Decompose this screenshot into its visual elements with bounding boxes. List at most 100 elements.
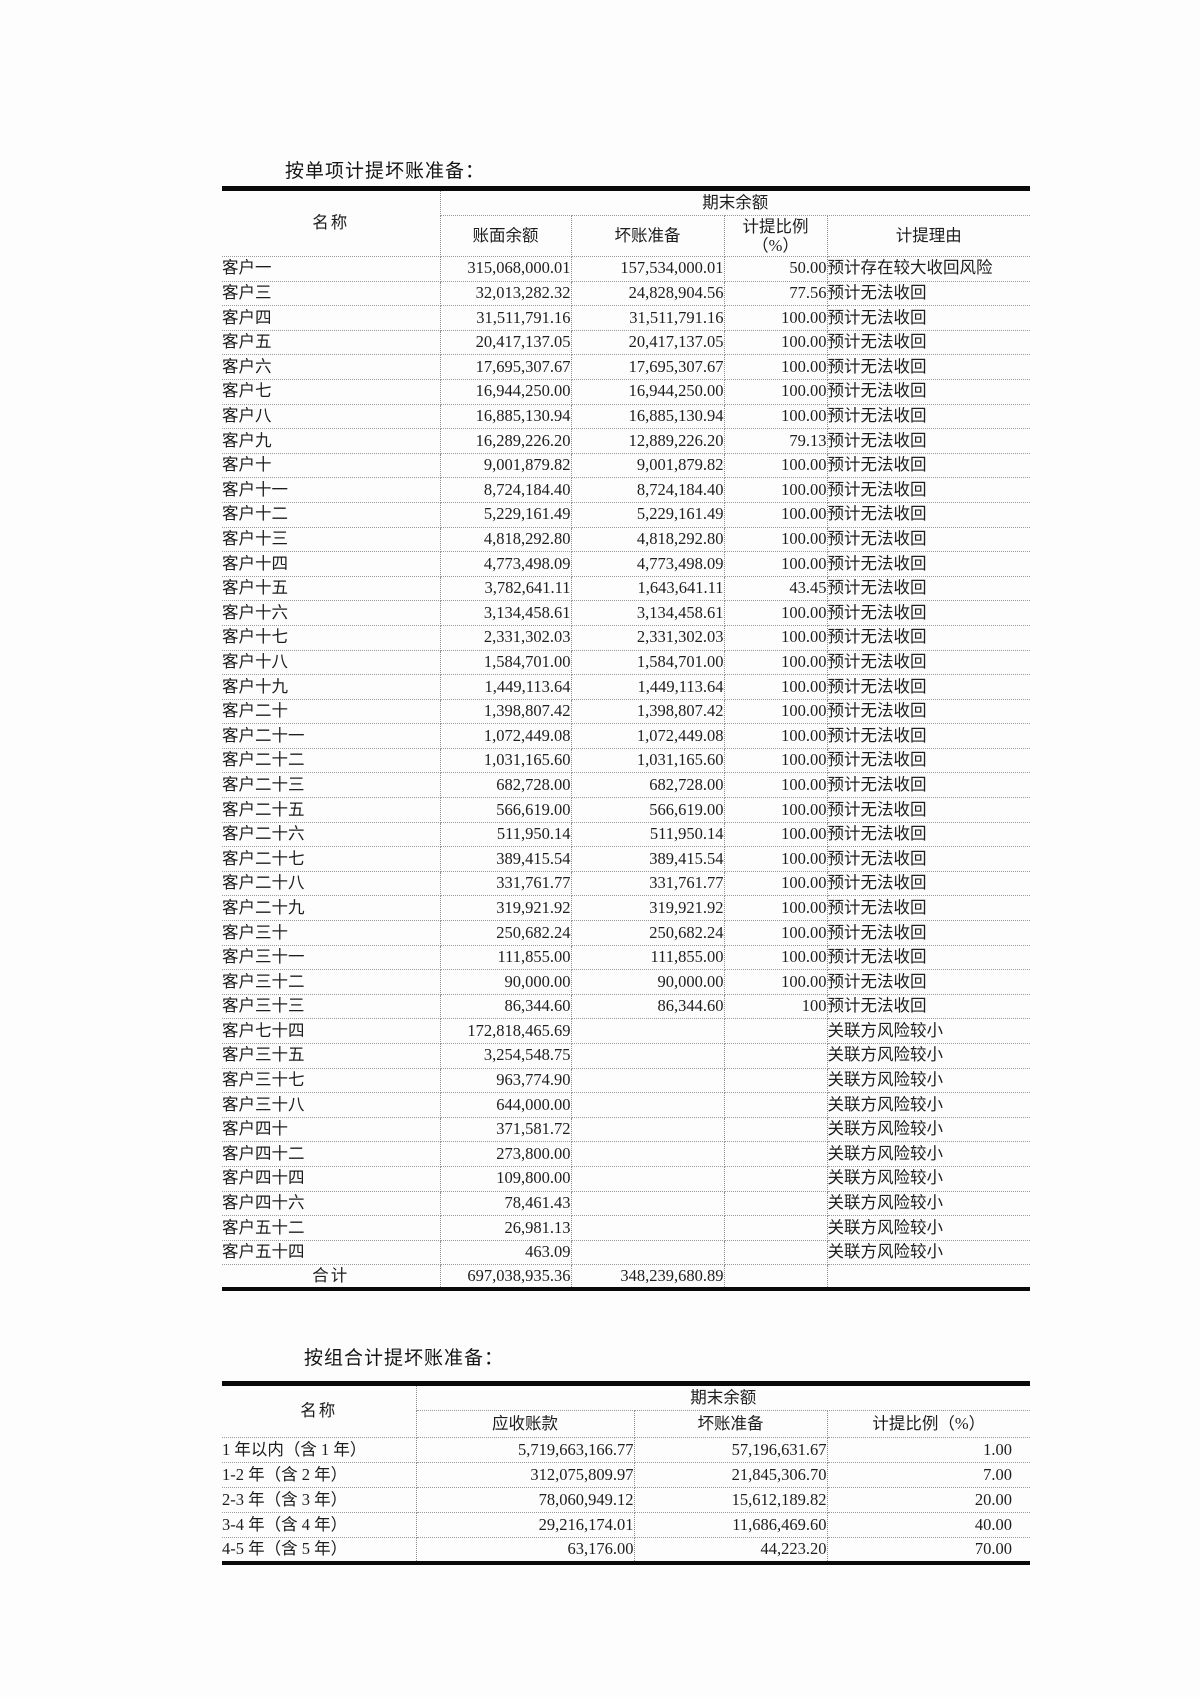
total-bad-debt-cell: 348,239,680.89	[571, 1264, 725, 1290]
table-row: 客户二十 1,398,807.42 1,398,807.42 100.00 预计无法收回	[222, 699, 1030, 725]
customer-name-cell: 客户十三	[222, 527, 441, 553]
customer-name-cell: 客户二十九	[222, 895, 441, 922]
reason-cell: 预计存在较大收回风险	[827, 256, 1030, 282]
ratio-cell: 1.00	[827, 1437, 1031, 1463]
table-row: 客户三十三 86,344.60 86,344.60 100 预计无法收回	[222, 994, 1030, 1020]
bad-debt-cell: 11,686,469.60	[634, 1512, 828, 1538]
bad-debt-cell: 1,031,165.60	[571, 748, 725, 774]
table-row: 客户十二 5,229,161.49 5,229,161.49 100.00 预计无法收回	[222, 502, 1030, 528]
table-row: 1-2 年（含 2 年） 312,075,809.97 21,845,306.70 7…	[222, 1462, 1031, 1488]
reason-cell: 预计无法收回	[827, 674, 1030, 700]
book-balance-cell: 1,449,113.64	[440, 674, 572, 700]
book-balance-cell: 9,001,879.82	[440, 453, 572, 479]
bad-debt-cell: 389,415.54	[571, 846, 725, 872]
ratio-cell: 100.00	[724, 846, 828, 872]
reason-cell: 预计无法收回	[827, 945, 1030, 971]
reason-cell: 预计无法收回	[827, 650, 1030, 676]
ratio-cell: 100.00	[724, 354, 828, 380]
bad-debt-cell: 86,344.60	[571, 994, 725, 1020]
ratio-cell: 50.00	[724, 256, 828, 282]
table-row: 3-4 年（含 4 年） 29,216,174.01 11,686,469.60 40…	[222, 1512, 1031, 1538]
ratio-cell: 100.00	[724, 379, 828, 405]
customer-name-cell: 客户三十三	[222, 994, 441, 1020]
ratio-cell: 100.00	[724, 600, 828, 626]
customer-name-cell: 客户四十四	[222, 1166, 441, 1192]
column-header-bad-debt: 坏账准备	[634, 1410, 828, 1438]
customer-name-cell: 客户十	[222, 453, 441, 479]
table-row: 客户四 31,511,791.16 31,511,791.16 100.00 预计无法收…	[222, 305, 1030, 331]
book-balance-cell: 109,800.00	[440, 1166, 572, 1192]
reason-cell: 预计无法收回	[827, 551, 1030, 577]
ratio-cell: 100.00	[724, 723, 828, 749]
table-row: 客户十四 4,773,498.09 4,773,498.09 100.00 预计无法收回	[222, 551, 1030, 577]
ratio-cell	[724, 1092, 828, 1118]
customer-name-cell: 客户二十三	[222, 772, 441, 799]
table-row: 客户二十三 682,728.00 682,728.00 100.00 预计无法收回	[222, 772, 1030, 799]
aging-bucket-cell: 1 年以内（含 1 年）	[222, 1437, 417, 1463]
total-reason-cell	[827, 1265, 1030, 1290]
reason-cell: 预计无法收回	[827, 969, 1030, 995]
ratio-cell: 100.00	[724, 453, 828, 479]
ratio-cell	[724, 1240, 828, 1266]
reason-cell: 预计无法收回	[827, 502, 1030, 528]
book-balance-cell: 963,774.90	[440, 1068, 572, 1094]
total-label-cell: 合计	[222, 1264, 441, 1290]
receivable-cell: 29,216,174.01	[416, 1512, 635, 1538]
ratio-cell	[724, 1068, 828, 1094]
reason-cell: 预计无法收回	[827, 600, 1030, 626]
table-row: 客户十九 1,449,113.64 1,449,113.64 100.00 预计无法收回	[222, 674, 1030, 700]
reason-cell: 预计无法收回	[827, 625, 1030, 651]
customer-name-cell: 客户二十五	[222, 797, 441, 823]
customer-name-cell: 客户四十二	[222, 1141, 441, 1167]
book-balance-cell: 16,944,250.00	[440, 379, 572, 405]
table-row: 客户五十四 463.09 关联方风险较小	[222, 1240, 1030, 1266]
ratio-cell: 100.00	[724, 502, 828, 528]
reason-cell: 关联方风险较小	[827, 1117, 1030, 1143]
bad-debt-cell	[571, 1092, 725, 1118]
book-balance-cell: 566,619.00	[440, 797, 572, 823]
ratio-cell: 100.00	[724, 674, 828, 700]
customer-name-cell: 客户十二	[222, 502, 441, 528]
ratio-cell: 7.00	[827, 1462, 1031, 1488]
customer-name-cell: 客户三十二	[222, 969, 441, 995]
bad-debt-cell: 44,223.20	[634, 1537, 828, 1563]
table-row: 客户二十六 511,950.14 511,950.14 100.00 预计无法收回	[222, 822, 1030, 848]
book-balance-cell: 3,254,548.75	[440, 1043, 572, 1069]
bad-debt-cell: 566,619.00	[571, 797, 725, 823]
ratio-cell: 100.00	[724, 330, 828, 356]
bad-debt-cell: 8,724,184.40	[571, 477, 725, 503]
reason-cell: 预计无法收回	[827, 699, 1030, 725]
bad-debt-cell: 5,229,161.49	[571, 502, 725, 528]
bad-debt-cell: 157,534,000.01	[571, 256, 725, 282]
ratio-cell: 100.00	[724, 477, 828, 503]
customer-name-cell: 客户十五	[222, 576, 441, 602]
book-balance-cell: 1,031,165.60	[440, 748, 572, 774]
book-balance-cell: 273,800.00	[440, 1141, 572, 1167]
table-row: 客户五 20,417,137.05 20,417,137.05 100.00 预计无法收…	[222, 330, 1030, 356]
ratio-cell: 100.00	[724, 305, 828, 331]
ratio-cell: 43.45	[724, 576, 828, 602]
ratio-cell: 100.00	[724, 748, 828, 774]
bad-debt-cell: 4,818,292.80	[571, 527, 725, 553]
ratio-cell: 100.00	[724, 920, 828, 946]
book-balance-cell: 31,511,791.16	[440, 305, 572, 331]
receivable-cell: 312,075,809.97	[416, 1462, 635, 1488]
book-balance-cell: 3,134,458.61	[440, 600, 572, 626]
table-row: 客户十 9,001,879.82 9,001,879.82 100.00 预计无法收回	[222, 453, 1030, 479]
ratio-cell	[724, 1043, 828, 1069]
table-row: 客户四十六 78,461.43 关联方风险较小	[222, 1191, 1030, 1217]
reason-cell: 预计无法收回	[827, 772, 1030, 799]
customer-name-cell: 客户二十一	[222, 723, 441, 749]
bad-debt-cell	[571, 1141, 725, 1167]
total-row: 合计 697,038,935.36 348,239,680.89	[222, 1264, 1030, 1290]
column-header-bad-debt: 坏账准备	[571, 215, 725, 257]
customer-name-cell: 客户二十六	[222, 822, 441, 848]
bad-debt-cell: 1,643,641.11	[571, 576, 725, 602]
ratio-cell	[724, 1018, 828, 1044]
customer-name-cell: 客户七十四	[222, 1018, 441, 1044]
group-provision-table: 名称 期末余额 应收账款 坏账准备 计提比例（%） 1 年以内（含 1 年） 5,…	[222, 1381, 1031, 1565]
table-row: 4-5 年（含 5 年） 63,176.00 44,223.20 70.00	[222, 1537, 1030, 1563]
reason-cell: 预计无法收回	[827, 920, 1030, 946]
reason-cell: 关联方风险较小	[827, 1215, 1030, 1241]
column-header-period-balance: 期末余额	[416, 1383, 1031, 1411]
